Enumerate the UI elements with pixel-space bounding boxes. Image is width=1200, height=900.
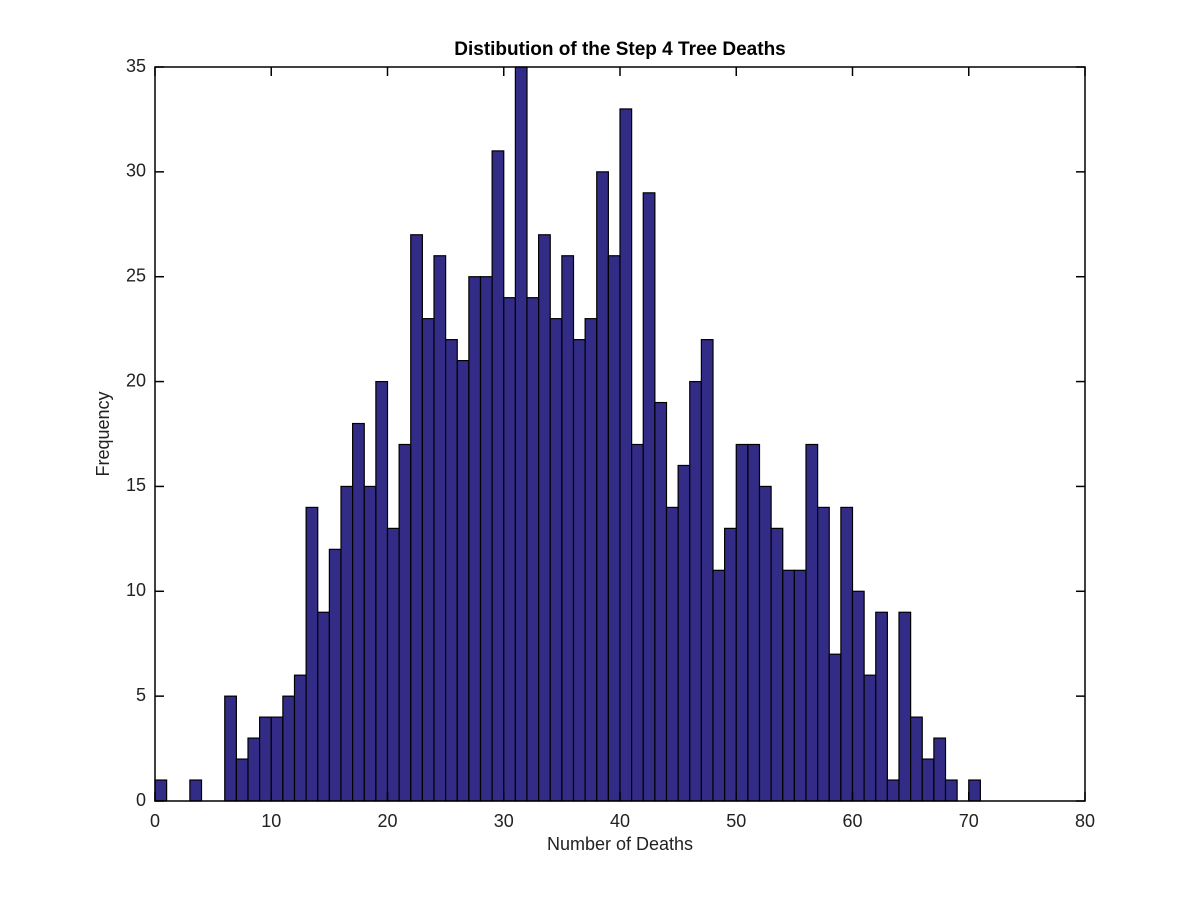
bar: [898, 611, 912, 802]
bar: [863, 674, 877, 802]
y-tick-label: 30: [126, 161, 146, 181]
bar: [386, 527, 400, 802]
bar: [235, 758, 249, 802]
bar: [549, 318, 563, 802]
y-tick-label: 20: [126, 370, 146, 390]
bar: [154, 779, 168, 802]
chart-title: Distibution of the Step 4 Tree Deaths: [454, 39, 786, 60]
bar: [445, 339, 458, 802]
x-axis-label: Number of Deaths: [547, 834, 693, 854]
x-tick-label: 40: [610, 811, 630, 831]
bar: [375, 380, 389, 802]
bar: [433, 255, 447, 802]
bar: [363, 485, 377, 802]
bar: [526, 297, 540, 802]
x-tick-label: 0: [150, 811, 160, 831]
y-tick-label: 35: [126, 56, 146, 76]
bar: [921, 758, 935, 802]
bar: [456, 360, 470, 802]
bar: [514, 66, 528, 802]
bar: [712, 569, 726, 802]
bar: [654, 401, 668, 802]
bar: [352, 422, 365, 802]
bar: [758, 485, 772, 802]
bar: [642, 192, 656, 802]
bar: [677, 464, 691, 802]
bar: [968, 779, 981, 802]
bar: [805, 443, 819, 802]
bar: [282, 695, 296, 802]
y-tick-label: 0: [136, 790, 146, 810]
bar: [317, 611, 330, 802]
bar: [538, 234, 551, 802]
bar: [665, 506, 679, 802]
bar: [305, 506, 319, 802]
bar: [793, 569, 807, 802]
bar: [619, 108, 633, 802]
bar: [572, 339, 586, 802]
bar: [851, 590, 865, 802]
bar: [944, 779, 958, 802]
bar: [828, 653, 842, 802]
bar: [247, 737, 261, 802]
bar: [770, 527, 784, 802]
bar: [910, 716, 923, 802]
bar: [631, 443, 644, 802]
x-tick-label: 10: [261, 811, 281, 831]
bar: [596, 171, 609, 802]
bar: [817, 506, 830, 802]
y-tick-label: 15: [126, 475, 146, 495]
bar: [328, 548, 342, 802]
bar: [875, 611, 888, 802]
bar: [398, 443, 412, 802]
bar: [607, 255, 621, 802]
bar: [468, 276, 482, 802]
bar: [189, 779, 203, 802]
y-tick-label: 10: [126, 580, 146, 600]
bar: [782, 569, 795, 802]
bar: [259, 716, 272, 802]
y-tick-label: 5: [136, 685, 146, 705]
y-tick-label: 25: [126, 265, 146, 285]
bar: [479, 276, 493, 802]
bar: [561, 255, 575, 802]
bar: [689, 380, 702, 802]
bar: [700, 339, 714, 802]
bar: [421, 318, 435, 802]
bar: [840, 506, 854, 802]
x-tick-label: 60: [842, 811, 862, 831]
bar: [293, 674, 307, 802]
bar: [886, 779, 900, 802]
bar: [724, 527, 737, 802]
bar: [270, 716, 284, 802]
bar: [584, 318, 598, 802]
y-axis-label: Frequency: [93, 391, 113, 476]
x-tick-label: 20: [377, 811, 397, 831]
bar: [503, 297, 516, 802]
bar: [410, 234, 423, 802]
bar: [491, 150, 505, 802]
x-tick-label: 50: [726, 811, 746, 831]
bar: [735, 443, 749, 802]
x-tick-label: 80: [1075, 811, 1095, 831]
bar: [340, 485, 354, 802]
bar: [933, 737, 947, 802]
x-tick-label: 30: [494, 811, 514, 831]
bar: [747, 443, 761, 802]
x-tick-label: 70: [959, 811, 979, 831]
bar: [224, 695, 237, 802]
